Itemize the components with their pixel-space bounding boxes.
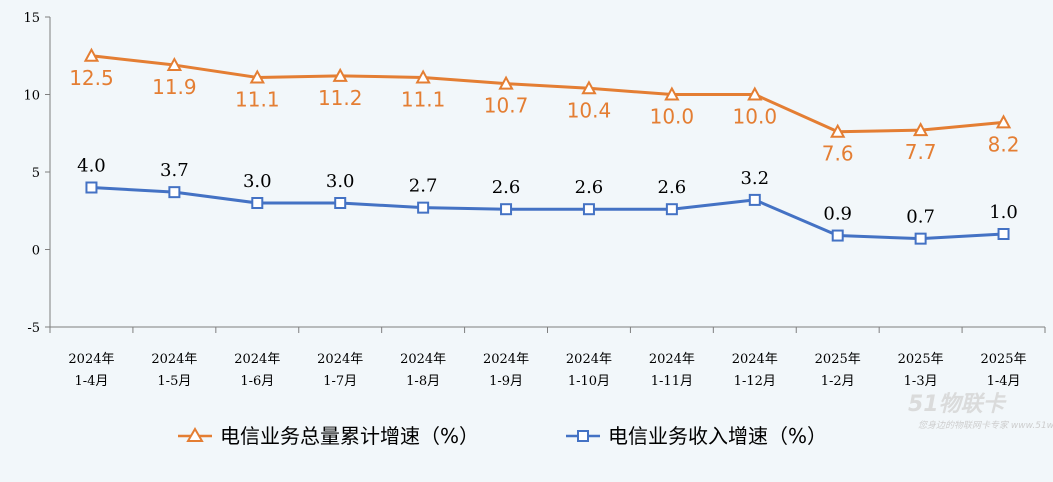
x-tick-label-year: 2025年 — [980, 352, 1026, 367]
data-label: 3.0 — [326, 171, 355, 192]
data-point-triangle — [249, 69, 265, 84]
watermark: 51物联卡 您身边的物联网卡专家 www.51wulianka.com — [908, 392, 1053, 431]
series-line-0 — [91, 54, 1004, 134]
data-point-triangle — [581, 80, 597, 95]
x-tick-label-year: 2024年 — [151, 352, 197, 367]
y-tick-label: 10 — [23, 89, 40, 104]
data-point-square — [85, 181, 98, 194]
x-tick-label-period: 1-8月 — [406, 374, 440, 389]
data-label: 7.7 — [905, 140, 937, 164]
x-tick-label-period: 1-7月 — [323, 374, 357, 389]
data-point-triangle — [747, 86, 763, 101]
x-tick-label-period: 1-2月 — [821, 374, 855, 389]
data-point-triangle — [912, 122, 929, 137]
data-point-square — [334, 197, 347, 209]
axes: 15 10 5 0 -5 2024年 1-4月 2024年 1-5月 2024年 1-6月 2024年… — [23, 11, 1046, 389]
data-point-square — [251, 197, 264, 209]
data-label: 2.6 — [658, 177, 687, 198]
x-tick-label-year: 2024年 — [234, 352, 280, 367]
watermark-tagline: 您身边的物联网卡专家 www.51wulianka.com — [918, 420, 1053, 431]
data-label: 11.9 — [152, 75, 197, 99]
data-point-square — [665, 203, 678, 216]
data-point-triangle — [415, 69, 431, 84]
data-label: 8.2 — [988, 132, 1020, 156]
data-point-square — [831, 229, 844, 242]
data-point-triangle — [332, 67, 348, 82]
y-tick-label: 15 — [23, 11, 40, 26]
legend-label-revenue: 电信业务收入增速（%） — [608, 424, 827, 448]
data-label: 7.6 — [822, 142, 854, 166]
data-point-square — [168, 186, 181, 199]
data-point-square — [914, 232, 927, 245]
data-label: 3.0 — [243, 171, 272, 192]
data-label: 2.7 — [409, 176, 438, 197]
x-tick-label-period: 1-3月 — [904, 374, 938, 389]
data-point-square — [748, 193, 761, 206]
data-point-triangle — [166, 56, 183, 72]
x-tick-label-period: 1-5月 — [157, 374, 191, 389]
legend: 电信业务总量累计增速（%） 电信业务收入增速（%） — [178, 424, 827, 448]
y-tick-label: -5 — [27, 321, 40, 336]
legend-square-marker — [577, 430, 589, 442]
data-label: 12.5 — [69, 66, 114, 90]
data-labels: 12.5 11.9 11.1 11.2 11.1 10.7 10.4 10.0 10.0 7.6 7… — [69, 66, 1019, 228]
data-label: 11.2 — [318, 86, 363, 110]
x-tick-label-period: 1-4月 — [987, 374, 1021, 389]
data-point-square — [417, 201, 430, 214]
data-label: 10.0 — [650, 105, 695, 129]
x-tick-label-year: 2024年 — [400, 352, 446, 367]
x-tick-label-period: 1-11月 — [651, 374, 693, 389]
data-label: 4.0 — [77, 156, 106, 177]
data-point-triangle — [498, 75, 514, 90]
data-point-triangle — [83, 47, 100, 62]
series-layer — [83, 47, 1012, 245]
data-label: 2.6 — [492, 177, 521, 198]
data-label: 3.2 — [740, 168, 769, 189]
x-tick-label-year: 2024年 — [483, 352, 529, 367]
x-tick-label-period: 1-4月 — [74, 374, 108, 389]
data-point-square — [582, 203, 595, 216]
data-point-triangle — [664, 86, 680, 101]
x-tick-label-year: 2024年 — [649, 352, 695, 367]
x-tick-label-period: 1-10月 — [568, 374, 610, 389]
y-tick-label: 0 — [32, 244, 40, 259]
data-label: 10.0 — [733, 105, 778, 129]
x-tick-label-year: 2024年 — [732, 352, 778, 367]
legend-triangle-marker — [186, 427, 204, 442]
data-label: 3.7 — [160, 160, 189, 181]
x-tick-label-year: 2025年 — [898, 352, 944, 367]
data-label: 10.7 — [484, 94, 529, 118]
legend-label-total: 电信业务总量累计增速（%） — [220, 424, 479, 448]
data-point-square — [997, 228, 1010, 240]
data-label: 0.7 — [906, 207, 935, 228]
data-label: 0.9 — [823, 204, 852, 225]
x-tick-label-year: 2025年 — [815, 352, 861, 367]
x-tick-label-period: 1-9月 — [489, 374, 523, 389]
x-tick-label-year: 2024年 — [68, 352, 114, 367]
data-label: 10.4 — [567, 98, 612, 122]
data-point-triangle — [830, 123, 846, 138]
x-tick-label-year: 2024年 — [317, 352, 363, 367]
data-label: 11.1 — [235, 87, 280, 111]
data-point-triangle — [995, 114, 1012, 129]
x-tick-label-year: 2024年 — [566, 352, 612, 367]
data-label: 2.6 — [575, 177, 604, 198]
data-label: 1.0 — [989, 202, 1018, 223]
x-tick-label-period: 1-6月 — [240, 374, 274, 389]
x-tick-label-period: 1-12月 — [734, 374, 776, 389]
y-tick-label: 5 — [32, 166, 40, 181]
watermark-logo: 51物联卡 — [908, 392, 1007, 417]
data-point-square — [500, 203, 513, 216]
data-label: 11.1 — [401, 87, 446, 111]
series-line-1 — [91, 186, 1004, 241]
